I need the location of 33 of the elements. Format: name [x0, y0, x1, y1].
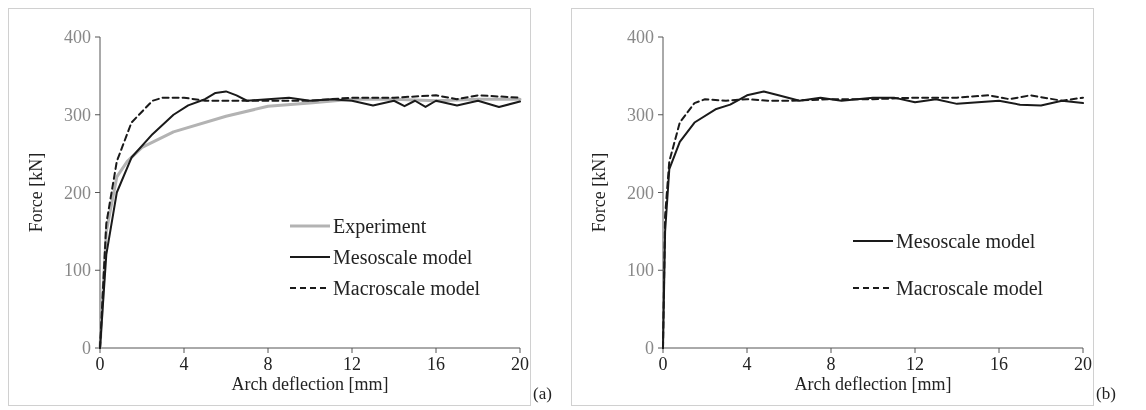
x-tick-label: 8	[263, 354, 273, 374]
x-tick-label: 12	[343, 354, 361, 374]
x-tick-label: 20	[1074, 354, 1092, 374]
y-tick-label: 400	[64, 27, 91, 47]
y-tick-label: 300	[627, 104, 654, 125]
text: (a)	[533, 384, 552, 403]
y-tick-label: 0	[645, 338, 654, 358]
y-axis-title: Force [kN]	[26, 152, 46, 233]
y-tick-label: 400	[627, 27, 654, 47]
y-axis-title: Force [kN]	[589, 152, 609, 233]
x-tick-label: 12	[906, 354, 924, 374]
x-tick-label: 16	[427, 354, 445, 374]
x-axis-title: Arch deflection [mm]	[231, 374, 389, 394]
y-tick-label: 200	[627, 182, 654, 203]
x-tick-label: 0	[658, 354, 668, 374]
y-tick-label: 0	[82, 338, 91, 358]
text: (b)	[1096, 384, 1116, 403]
x-tick-label: 16	[990, 354, 1008, 374]
y-tick-label: 200	[64, 182, 91, 203]
x-tick-label: 8	[826, 354, 836, 374]
x-tick-label: 20	[511, 354, 529, 374]
y-tick-label: 100	[627, 260, 654, 281]
x-axis-title: Arch deflection [mm]	[794, 374, 952, 394]
legend-label: Experiment	[333, 215, 427, 238]
x-tick-label: 4	[742, 354, 752, 374]
legend-label: Macroscale model	[896, 277, 1044, 299]
legend-label: Mesoscale model	[333, 246, 473, 268]
y-tick-label: 100	[64, 260, 91, 281]
x-tick-label: 0	[95, 354, 105, 374]
y-tick-label: 300	[64, 104, 91, 125]
x-tick-label: 4	[179, 354, 189, 374]
legend-label: Mesoscale model	[896, 230, 1036, 252]
legend-label: Macroscale model	[333, 277, 481, 299]
